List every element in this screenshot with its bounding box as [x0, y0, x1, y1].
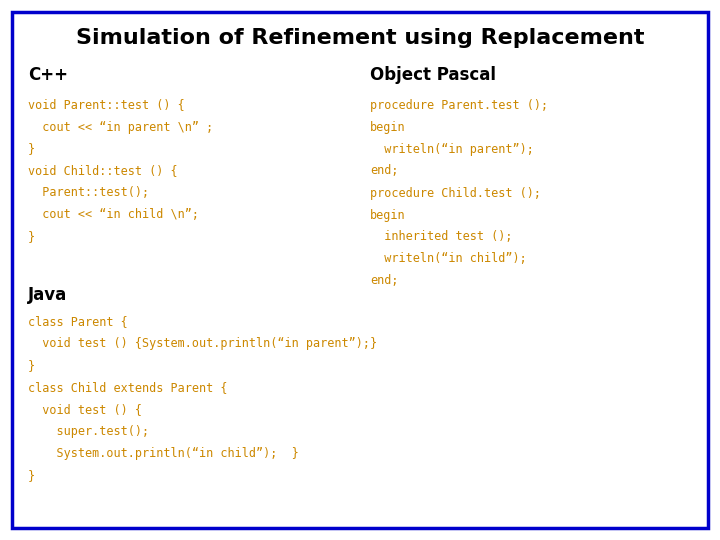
Text: Java: Java — [28, 286, 67, 304]
Text: }: } — [28, 143, 35, 156]
Text: void test () {System.out.println(“in parent”);}: void test () {System.out.println(“in par… — [28, 338, 377, 350]
Text: Simulation of Refinement using Replacement: Simulation of Refinement using Replaceme… — [76, 28, 644, 48]
Text: writeln(“in parent”);: writeln(“in parent”); — [370, 143, 534, 156]
Text: procedure Child.test ();: procedure Child.test (); — [370, 186, 541, 199]
Text: begin: begin — [370, 120, 405, 133]
Text: cout << “in child \n”;: cout << “in child \n”; — [28, 208, 199, 221]
Text: cout << “in parent \n” ;: cout << “in parent \n” ; — [28, 120, 213, 133]
Text: writeln(“in child”);: writeln(“in child”); — [370, 253, 527, 266]
Text: }: } — [28, 231, 35, 244]
Text: end;: end; — [370, 274, 398, 287]
Text: void Parent::test () {: void Parent::test () { — [28, 98, 185, 111]
Text: super.test();: super.test(); — [28, 426, 149, 438]
Text: end;: end; — [370, 165, 398, 178]
Text: C++: C++ — [28, 66, 68, 84]
Text: inherited test ();: inherited test (); — [370, 231, 513, 244]
Text: class Parent {: class Parent { — [28, 315, 127, 328]
Text: procedure Parent.test ();: procedure Parent.test (); — [370, 98, 548, 111]
Text: Object Pascal: Object Pascal — [370, 66, 496, 84]
Text: }: } — [28, 360, 35, 373]
Text: void Child::test () {: void Child::test () { — [28, 165, 178, 178]
Text: System.out.println(“in child”);  }: System.out.println(“in child”); } — [28, 448, 299, 461]
Text: class Child extends Parent {: class Child extends Parent { — [28, 381, 228, 395]
Text: }: } — [28, 469, 35, 483]
Text: void test () {: void test () { — [28, 403, 142, 416]
Text: Parent::test();: Parent::test(); — [28, 186, 149, 199]
FancyBboxPatch shape — [12, 12, 708, 528]
Text: begin: begin — [370, 208, 405, 221]
